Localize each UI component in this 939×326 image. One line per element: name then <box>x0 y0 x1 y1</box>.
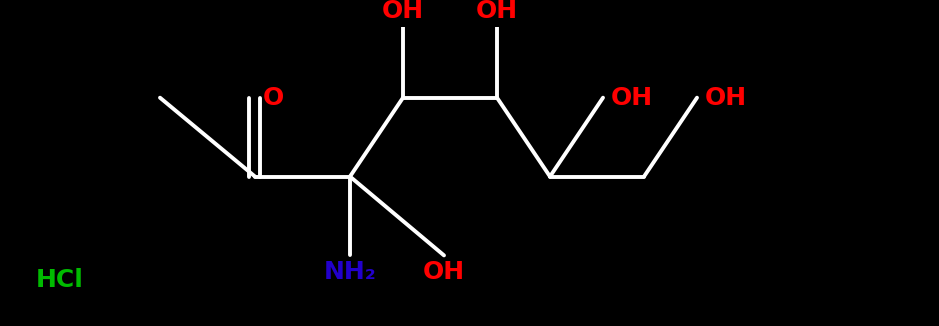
Text: OH: OH <box>611 86 654 110</box>
Text: O: O <box>263 86 285 110</box>
Text: OH: OH <box>423 260 465 284</box>
Text: OH: OH <box>382 0 424 23</box>
Text: NH₂: NH₂ <box>324 260 377 284</box>
Text: OH: OH <box>476 0 518 23</box>
Text: HCl: HCl <box>36 268 84 292</box>
Text: OH: OH <box>705 86 747 110</box>
